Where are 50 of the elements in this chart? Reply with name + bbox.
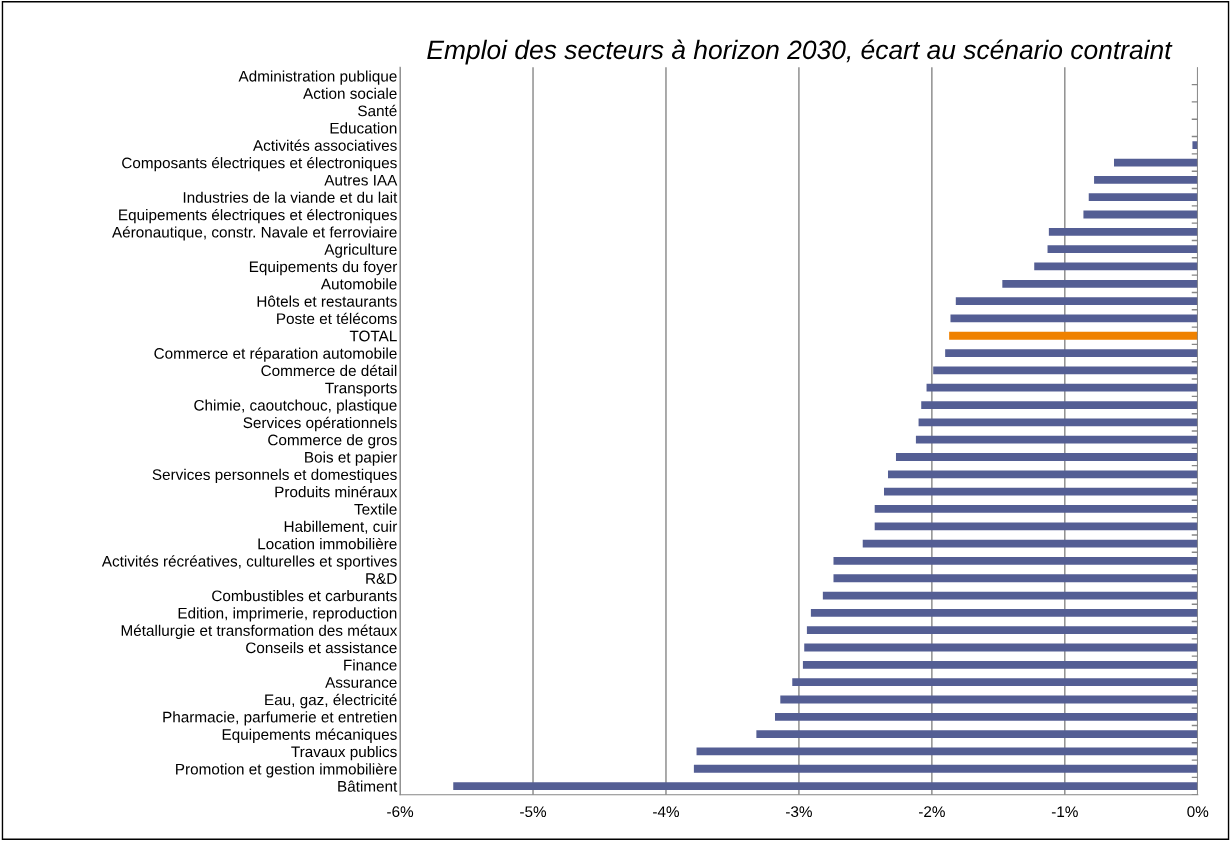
- y-tick-label: Habillement, cuir: [284, 520, 398, 534]
- y-tick-label: Activités récréatives, culturelles et sportives: [101, 555, 397, 570]
- y-tick-label: Textile: [354, 503, 397, 515]
- y-tick-label: Commerce de gros: [268, 434, 397, 449]
- y-tick-label: Produits minéraux: [275, 485, 398, 498]
- y-tick-label: Poste et télécoms: [277, 312, 397, 325]
- y-tick-label: Eau, gaz, électricité: [265, 693, 397, 709]
- y-tick-label: Pharmacie, parfumerie et entretien: [163, 711, 397, 726]
- x-tick-label: 0%: [1187, 806, 1209, 818]
- y-tick-label: Agriculture: [324, 243, 397, 258]
- x-tick-label: -1%: [1051, 806, 1078, 818]
- y-tick-label: R&D: [366, 573, 397, 584]
- x-tick-label: -6%: [387, 806, 414, 818]
- chart-title: Emploi des secteurs à horizon 2030, écart au scénario contraint: [427, 39, 1173, 65]
- y-tick-label: Administration publique: [238, 70, 397, 85]
- y-tick-label: Chimie, caoutchouc, plastique: [194, 399, 397, 414]
- y-tick-label: Commerce et réparation automobile: [154, 347, 397, 362]
- x-tick-label: -2%: [918, 806, 945, 818]
- y-tick-label: Equipements du foyer: [249, 260, 398, 276]
- y-tick-label: Autres IAA: [324, 174, 398, 186]
- y-tick-label: Industries de la viande et du lait: [183, 191, 398, 203]
- x-tick-label: -5%: [520, 806, 547, 818]
- y-tick-label: Automobile: [320, 278, 397, 290]
- y-tick-label: Hôtels et restaurants: [257, 295, 397, 307]
- y-tick-label: Aéronautique, constr. Navale et ferroviaire: [112, 226, 397, 241]
- y-tick-label: Bâtiment: [338, 780, 398, 792]
- y-tick-label: Education: [330, 122, 397, 134]
- y-tick-label: Services opérationnels: [243, 416, 397, 432]
- y-tick-label: Action sociale: [303, 87, 397, 99]
- y-tick-label: Composants électriques et électroniques: [122, 156, 397, 172]
- y-tick-label: TOTAL: [349, 330, 397, 342]
- y-tick-label: Equipements électriques et électroniques: [119, 208, 397, 224]
- y-tick-label: Equipements mécaniques: [222, 728, 397, 743]
- y-tick-label: Assurance: [325, 677, 397, 688]
- y-tick-label: Transports: [325, 382, 397, 397]
- y-tick-label: Santé: [358, 104, 397, 117]
- y-tick-label: Métallurgie et transformation des métaux: [121, 624, 398, 639]
- y-tick-label: Bois et papier: [305, 451, 398, 466]
- y-tick-label: Combustibles et carburants: [212, 590, 397, 602]
- y-tick-label: Services personnels et domestiques: [152, 468, 397, 484]
- y-tick-label: Finance: [344, 659, 397, 671]
- y-tick-label: Activités associatives: [252, 139, 397, 151]
- x-tick-label: -4%: [653, 806, 680, 818]
- y-tick-label: Travaux publics: [291, 745, 397, 761]
- y-tick-label: Edition, imprimerie, reproduction: [178, 607, 397, 622]
- y-tick-label: Commerce de détail: [261, 364, 397, 377]
- y-tick-label: Conseils et assistance: [246, 641, 397, 654]
- y-tick-label: Promotion et gestion immobilière: [176, 763, 397, 778]
- x-tick-label: -3%: [786, 806, 812, 818]
- y-tick-label: Location immobilière: [258, 537, 397, 550]
